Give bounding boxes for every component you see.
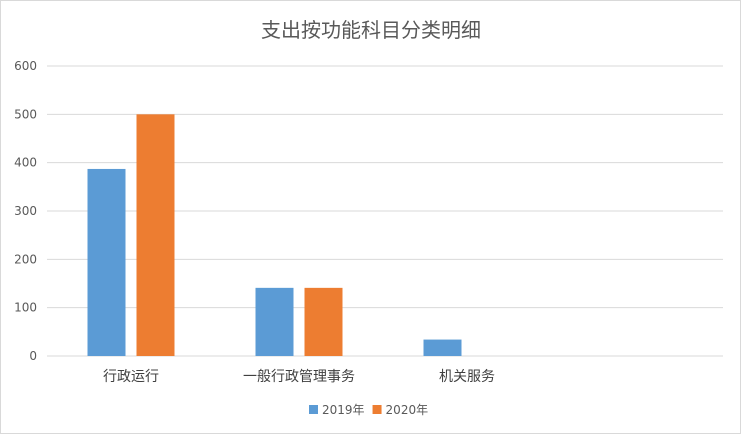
chart-title: 支出按功能科目分类明细	[261, 18, 481, 42]
y-tick-label: 0	[29, 349, 37, 363]
y-tick-label: 300	[14, 204, 37, 218]
y-tick-label: 600	[14, 59, 37, 73]
bar-2020年-行政运行	[136, 114, 175, 356]
y-tick-label: 400	[14, 156, 37, 170]
bar-2019年-行政运行	[87, 168, 126, 356]
legend-label: 2020年	[386, 403, 429, 417]
x-category-label: 行政运行	[103, 369, 159, 385]
legend-label: 2019年	[322, 403, 365, 417]
y-tick-label: 200	[14, 252, 37, 266]
x-category-label: 一般行政管理事务	[243, 369, 355, 385]
legend-swatch	[372, 405, 382, 414]
y-tick-label: 500	[14, 107, 37, 121]
x-category-label: 机关服务	[439, 369, 495, 385]
y-tick-label: 100	[14, 301, 37, 315]
legend-swatch	[309, 405, 318, 414]
bar-2019年-一般行政管理事务	[255, 287, 294, 356]
bar-2020年-一般行政管理事务	[304, 287, 343, 356]
bar-2019年-机关服务	[423, 339, 462, 356]
